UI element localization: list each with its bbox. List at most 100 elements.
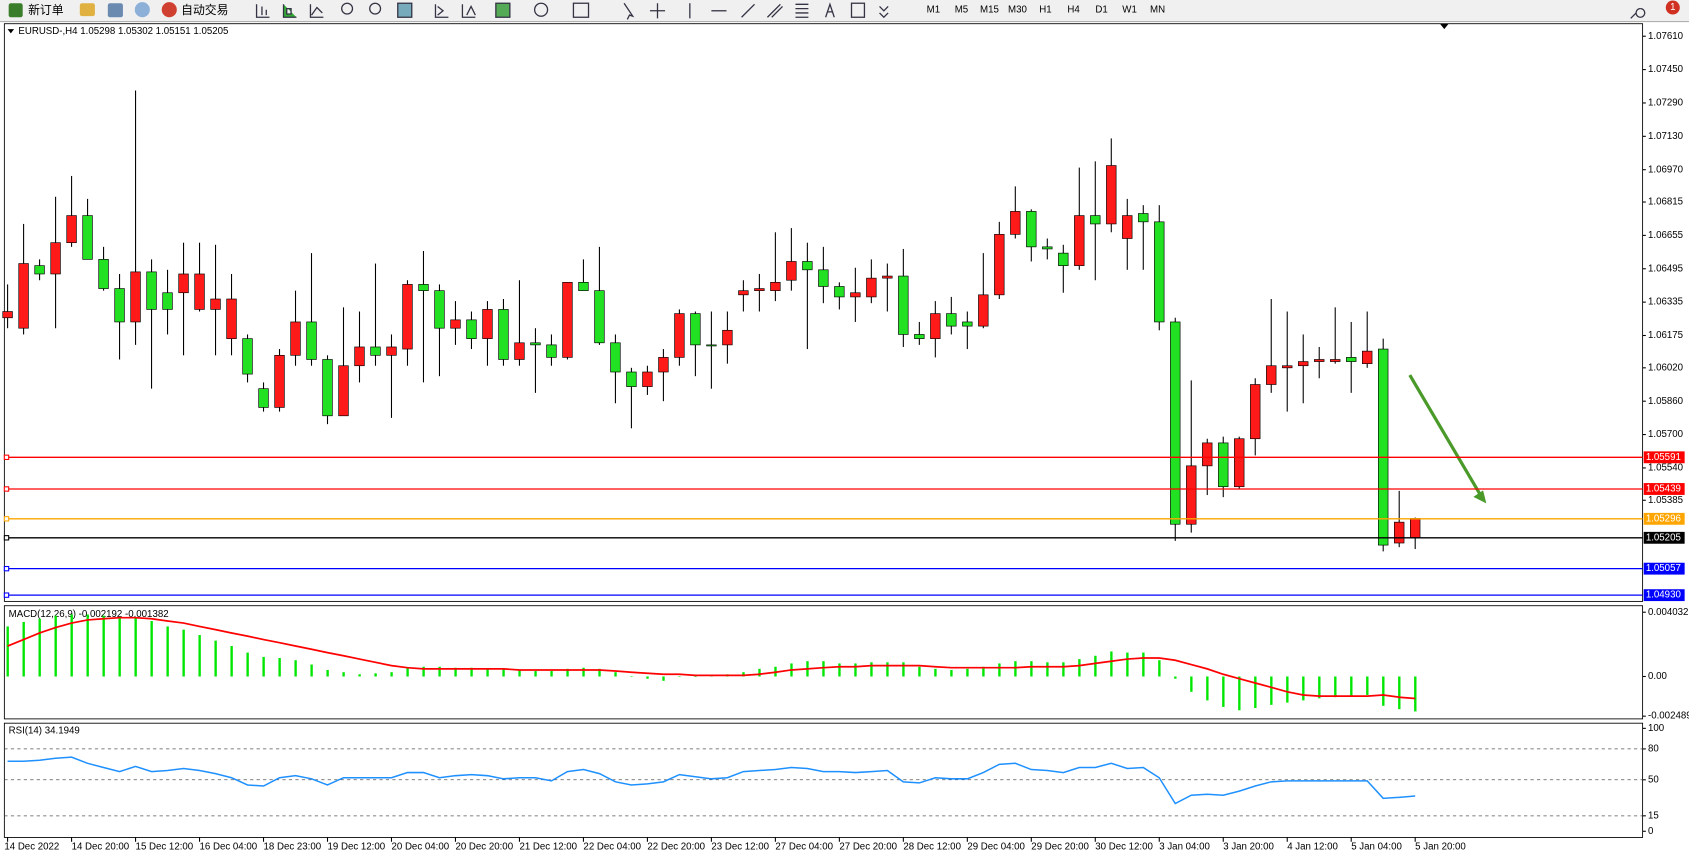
- toolbar-icon[interactable]: [107, 3, 123, 18]
- candle-body: [546, 344, 557, 358]
- candle-body: [1026, 211, 1037, 248]
- macd-bar: [982, 666, 985, 677]
- candle-body: [866, 277, 877, 298]
- notification-badge[interactable]: [1665, 0, 1680, 15]
- candle-body: [18, 263, 29, 329]
- candle-body: [1410, 518, 1421, 539]
- periods-icon[interactable]: [533, 2, 549, 17]
- new-order-icon[interactable]: [8, 3, 23, 18]
- candle-body: [1266, 365, 1277, 385]
- macd-bar: [518, 669, 521, 677]
- crosshair-icon[interactable]: [649, 3, 666, 19]
- shift-icon[interactable]: [461, 4, 476, 18]
- timeframe-button[interactable]: H4: [1067, 4, 1080, 15]
- indicators-icon[interactable]: [495, 2, 511, 18]
- timeframe-button[interactable]: M15: [980, 4, 999, 15]
- cursor-icon[interactable]: [623, 2, 635, 20]
- x-tick-label: 20 Dec 20:00: [455, 842, 513, 853]
- y-tick-label: 1.06815: [1648, 197, 1683, 208]
- macd-bar: [70, 614, 73, 677]
- channel-icon[interactable]: [766, 3, 783, 18]
- candle-body: [1298, 361, 1309, 367]
- macd-bar: [950, 669, 953, 677]
- candle-body: [402, 284, 413, 350]
- timeframe-button[interactable]: M5: [955, 4, 968, 15]
- toolbar-icons: [255, 2, 1646, 20]
- timeframe-button[interactable]: D1: [1095, 4, 1107, 15]
- candle-body: [738, 290, 749, 296]
- macd-bar: [182, 629, 185, 677]
- bar-chart-icon[interactable]: [255, 4, 270, 18]
- macd-bar: [374, 673, 377, 677]
- candle-body: [1234, 438, 1245, 488]
- timeframe-button[interactable]: M30: [1008, 4, 1027, 15]
- macd-bar: [870, 662, 873, 677]
- macd-bar: [1254, 676, 1257, 709]
- macd-bar: [390, 672, 393, 677]
- macd-bar: [1094, 655, 1097, 677]
- candle-body: [754, 288, 765, 291]
- templates-icon[interactable]: [572, 2, 590, 18]
- candle-body: [850, 292, 861, 298]
- timeframe-button[interactable]: H1: [1039, 4, 1051, 15]
- timeframe-button[interactable]: W1: [1122, 4, 1137, 15]
- macd-bar: [278, 657, 281, 677]
- auto-trading-button[interactable]: 自动交易: [181, 3, 228, 17]
- x-tick-label: 18 Dec 23:00: [264, 842, 322, 853]
- price-level-handle: [3, 454, 10, 460]
- zoom-out-icon[interactable]: [369, 2, 382, 15]
- macd-bar: [1382, 676, 1385, 706]
- shift-marker: [1439, 23, 1449, 30]
- signal-line: [7, 616, 1416, 700]
- candle-body: [978, 294, 989, 327]
- candle-body: [722, 329, 733, 346]
- price-level-handle: [3, 535, 10, 541]
- tile-icon[interactable]: [397, 2, 413, 18]
- line-chart-icon[interactable]: [309, 4, 324, 18]
- price-level-handle: [3, 565, 10, 572]
- timeframe-button[interactable]: MN: [1150, 4, 1165, 15]
- macd-bar: [1270, 676, 1273, 705]
- macd-bar: [534, 671, 537, 677]
- candle-body: [258, 388, 269, 408]
- search-icon[interactable]: [1630, 7, 1646, 19]
- candle-body: [82, 215, 93, 260]
- candle-body: [1106, 165, 1117, 225]
- macd-bar: [358, 674, 361, 677]
- macd-bar: [6, 626, 9, 677]
- x-tick-label: 19 Dec 12:00: [328, 842, 386, 853]
- candle-body: [162, 292, 173, 310]
- x-tick-label: 27 Dec 20:00: [839, 842, 897, 853]
- label-icon[interactable]: [850, 2, 866, 18]
- toolbar-icon[interactable]: [79, 3, 95, 17]
- candle-icon[interactable]: [282, 4, 297, 18]
- auto-trading-icon[interactable]: [161, 2, 177, 18]
- rsi-title: RSI(14) 34.1949: [9, 725, 80, 736]
- toolbar-bg: [0, 0, 1689, 22]
- text-icon[interactable]: [825, 2, 835, 18]
- macd-bar: [662, 676, 665, 681]
- annotation-arrow: [1408, 374, 1483, 497]
- scroll-icon[interactable]: [434, 4, 449, 18]
- zoom-in-icon[interactable]: [341, 2, 354, 15]
- arrows-icon[interactable]: [879, 6, 889, 19]
- macd-bar: [54, 615, 57, 677]
- trendline-icon[interactable]: [741, 3, 755, 18]
- macd-bar: [758, 668, 761, 677]
- rsi-line: [7, 756, 1416, 805]
- symbol-menu-arrow[interactable]: [7, 29, 15, 34]
- candle-body: [114, 288, 125, 323]
- x-tick-label: 20 Dec 04:00: [391, 842, 449, 853]
- new-order-button[interactable]: 新订单: [28, 3, 64, 17]
- candle-body: [1170, 321, 1181, 525]
- y-tick-label: 15: [1648, 810, 1659, 821]
- macd-bar: [470, 667, 473, 677]
- timeframe-button[interactable]: M1: [927, 4, 940, 15]
- macd-bar: [646, 676, 649, 679]
- price-tag: [1643, 512, 1685, 525]
- macd-title: MACD(12,26,9) -0.002192 -0.001382: [9, 609, 169, 620]
- fibo-icon[interactable]: [795, 3, 809, 18]
- macd-bar: [1206, 676, 1209, 701]
- toolbar-icon[interactable]: [134, 2, 150, 18]
- x-tick-label: 22 Dec 04:00: [583, 842, 641, 853]
